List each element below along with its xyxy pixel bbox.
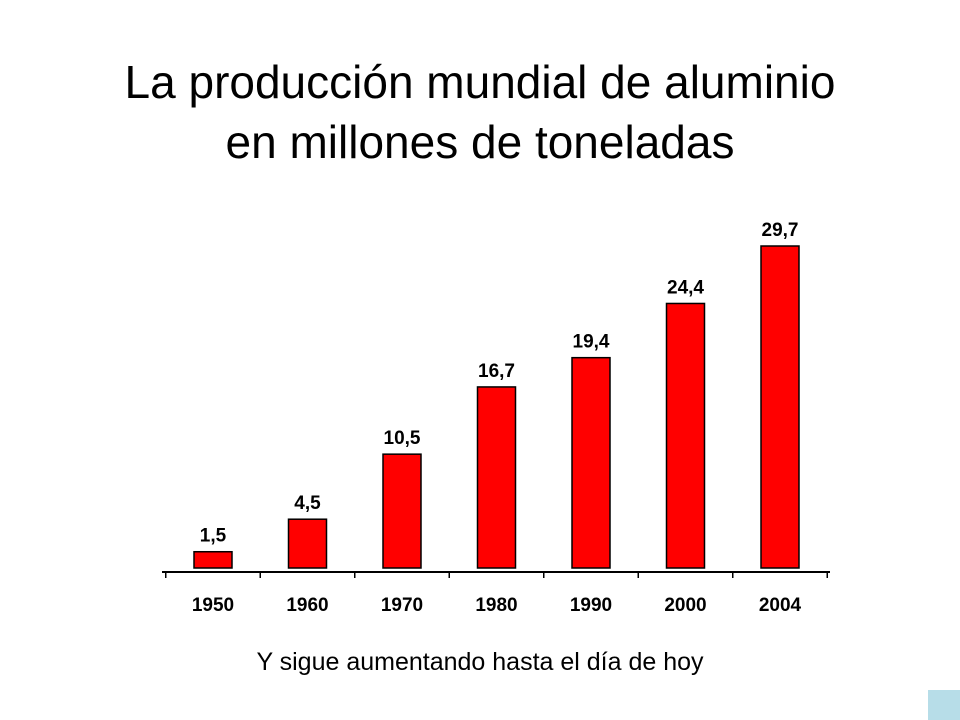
data-label-1960: 4,5 bbox=[294, 493, 321, 514]
chart-title-line-2: en millones de toneladas bbox=[225, 116, 735, 168]
data-label-1980: 16,7 bbox=[478, 361, 515, 382]
corner-decoration bbox=[928, 690, 960, 720]
x-tick-label-1970: 1970 bbox=[381, 595, 423, 616]
x-tick-label-1990: 1990 bbox=[570, 595, 612, 616]
bar-1970 bbox=[382, 453, 422, 569]
x-tick-label-2004: 2004 bbox=[759, 595, 802, 616]
data-label-1970: 10,5 bbox=[384, 428, 421, 449]
footer-caption: Y sigue aumentando hasta el día de hoy bbox=[256, 648, 704, 676]
x-tick-label-1980: 1980 bbox=[475, 595, 517, 616]
x-tick-label-2000: 2000 bbox=[664, 595, 706, 616]
bar-1950 bbox=[193, 550, 233, 569]
bar-2004 bbox=[760, 245, 800, 569]
chart-title: La producción mundial de aluminio en mil… bbox=[0, 52, 960, 172]
bar-1990 bbox=[571, 356, 611, 569]
x-tick-label-1950: 1950 bbox=[192, 595, 234, 616]
data-label-1950: 1,5 bbox=[200, 526, 227, 547]
bar-1960 bbox=[287, 518, 328, 569]
chart-title-line-1: La producción mundial de aluminio bbox=[124, 56, 836, 108]
data-label-2000: 24,4 bbox=[667, 277, 704, 298]
x-tick-label-1960: 1960 bbox=[286, 595, 328, 616]
data-label-1990: 19,4 bbox=[573, 332, 610, 353]
bar-2000 bbox=[665, 302, 706, 569]
bar-1980 bbox=[476, 386, 517, 569]
data-label-2004: 29,7 bbox=[762, 220, 799, 241]
